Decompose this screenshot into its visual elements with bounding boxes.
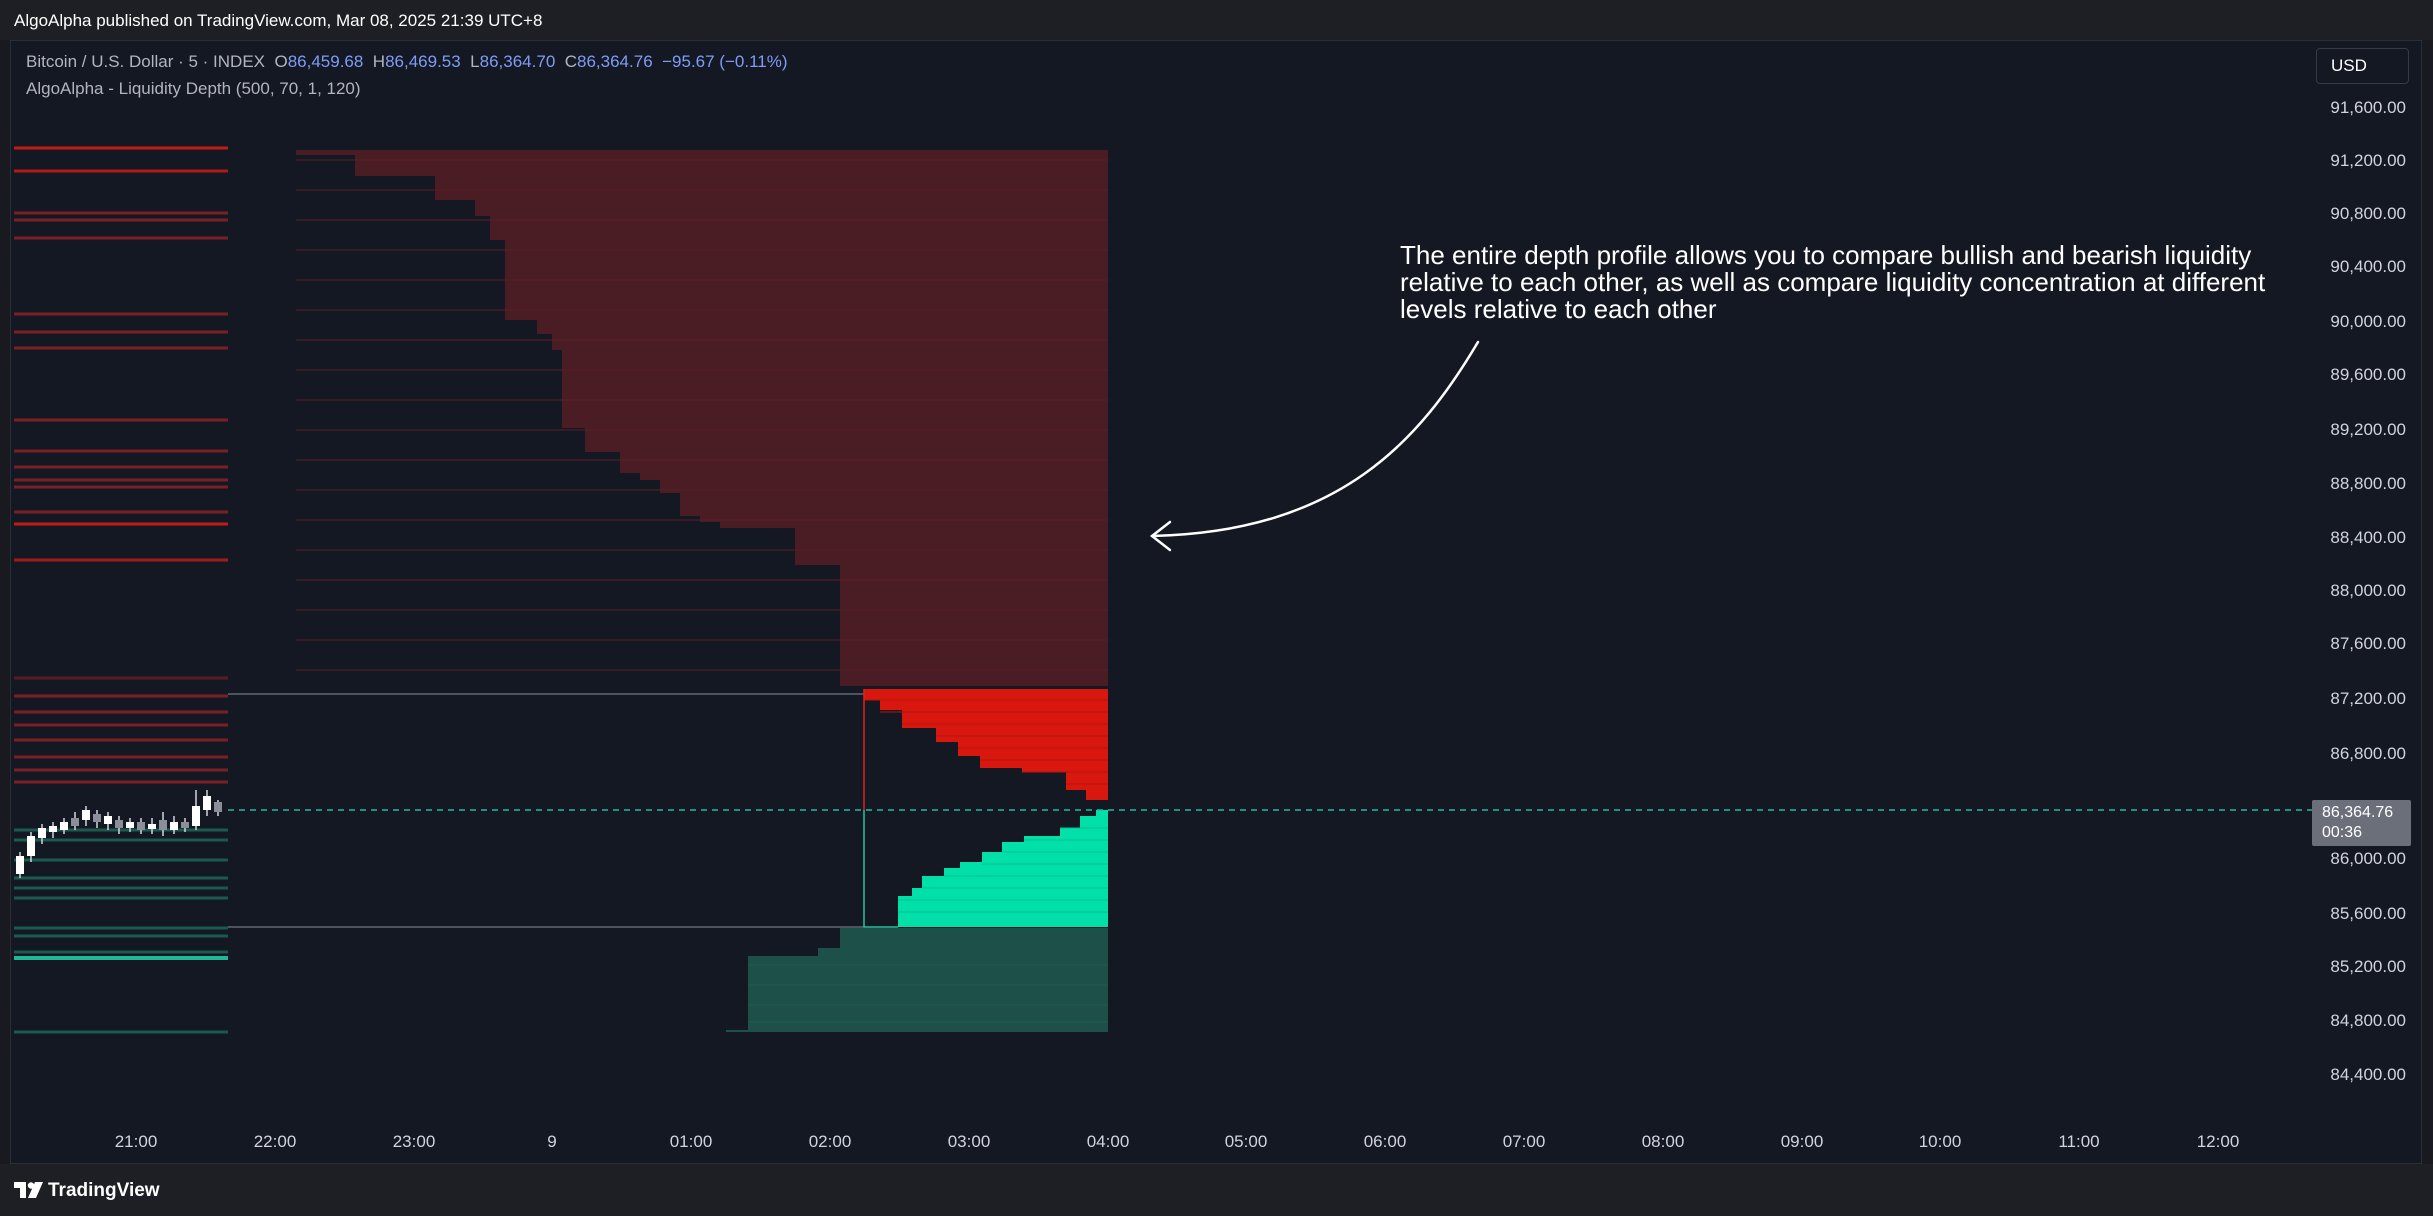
current-price-tag: 86,364.76 00:36 [2312,800,2411,846]
close-value: 86,364.76 [577,52,653,71]
price-tick: 88,800.00 [2330,474,2406,493]
profile-mask [230,150,296,690]
price-tick: 90,400.00 [2330,257,2406,276]
time-tick: 03:00 [947,1132,991,1151]
bar-countdown: 00:36 [2322,824,2363,841]
tradingview-logo-icon[interactable] [14,1182,44,1198]
time-tick: 05:00 [1224,1132,1268,1151]
price-tick: 85,600.00 [2330,904,2406,923]
time-tick: 08:00 [1641,1132,1685,1151]
price-tick: 87,600.00 [2330,634,2406,653]
time-tick: 09:00 [1780,1132,1824,1151]
symbol-legend[interactable]: Bitcoin / U.S. Dollar · 5 · INDEX O86,45… [26,52,788,72]
price-tick: 84,400.00 [2330,1065,2406,1084]
time-tick: 01:00 [669,1132,713,1151]
symbol-name[interactable]: Bitcoin / U.S. Dollar · 5 · INDEX [26,52,266,71]
publisher-bar: AlgoAlpha published on TradingView.com, … [0,0,2433,40]
high-label: H [372,52,386,71]
publisher-text: AlgoAlpha published on TradingView.com, … [14,11,543,30]
time-tick: 04:00 [1086,1132,1130,1151]
price-tick: 89,200.00 [2330,420,2406,439]
time-tick: 07:00 [1502,1132,1546,1151]
annotation-text: The entire depth profile allows you to c… [1400,240,2266,324]
chart-canvas[interactable] [0,0,2433,1164]
price-tick: 88,400.00 [2330,528,2406,547]
bear-depth-stripes [296,159,1108,671]
bull-zone-outline [863,810,898,928]
change-value: −95.67 (−0.11%) [662,52,788,71]
low-label: L [470,52,480,71]
currency-button[interactable]: USD [2316,48,2409,84]
time-tick: 06:00 [1363,1132,1407,1151]
historic-bull-levels [14,828,228,1034]
open-label: O [274,52,288,71]
time-tick: 02:00 [808,1132,852,1151]
price-tick: 91,600.00 [2330,98,2406,117]
close-label: C [564,52,578,71]
chart-area[interactable] [10,40,2422,1164]
footer-bar: TradingView [0,1164,2433,1216]
time-tick: 22:00 [253,1132,297,1151]
bear-current-stripes [864,699,1108,785]
time-tick: 23:00 [392,1132,436,1151]
open-value: 86,459.68 [287,52,364,71]
price-tick: 90,000.00 [2330,312,2406,331]
price-tick: 91,200.00 [2330,151,2406,170]
current-price-value: 86,364.76 [2322,804,2394,821]
high-value: 86,469.53 [385,52,461,71]
price-tick: 86,000.00 [2330,849,2406,868]
bull-current-profile [898,810,1108,927]
bull-depth-stripes [748,964,1108,1023]
tradingview-brand[interactable]: TradingView [48,1180,160,1201]
bear-depth-profile [296,150,1108,686]
liquidity-zone-box [228,693,864,928]
indicator-legend[interactable]: AlgoAlpha - Liquidity Depth (500, 70, 1,… [26,79,361,98]
annotation-arrow [1149,340,1480,552]
price-tick: 89,600.00 [2330,365,2406,384]
bull-current-stripes [898,827,1108,913]
price-tick: 86,800.00 [2330,744,2406,763]
price-tick: 90,800.00 [2330,204,2406,223]
price-tick: 87,200.00 [2330,689,2406,708]
low-value: 86,364.70 [479,52,556,71]
time-tick: 10:00 [1918,1132,1962,1151]
price-tick: 88,000.00 [2330,581,2406,600]
bull-depth-profile [726,928,1108,1032]
time-tick: 12:00 [2196,1132,2240,1151]
price-candles [16,790,222,878]
time-tick: 11:00 [2058,1132,2100,1151]
price-tick: 85,200.00 [2330,957,2406,976]
time-tick: 9 [547,1132,557,1151]
time-tick: 21:00 [114,1132,158,1151]
price-tick: 84,800.00 [2330,1011,2406,1030]
bear-current-profile [864,689,1108,800]
historic-bear-levels [14,146,228,784]
